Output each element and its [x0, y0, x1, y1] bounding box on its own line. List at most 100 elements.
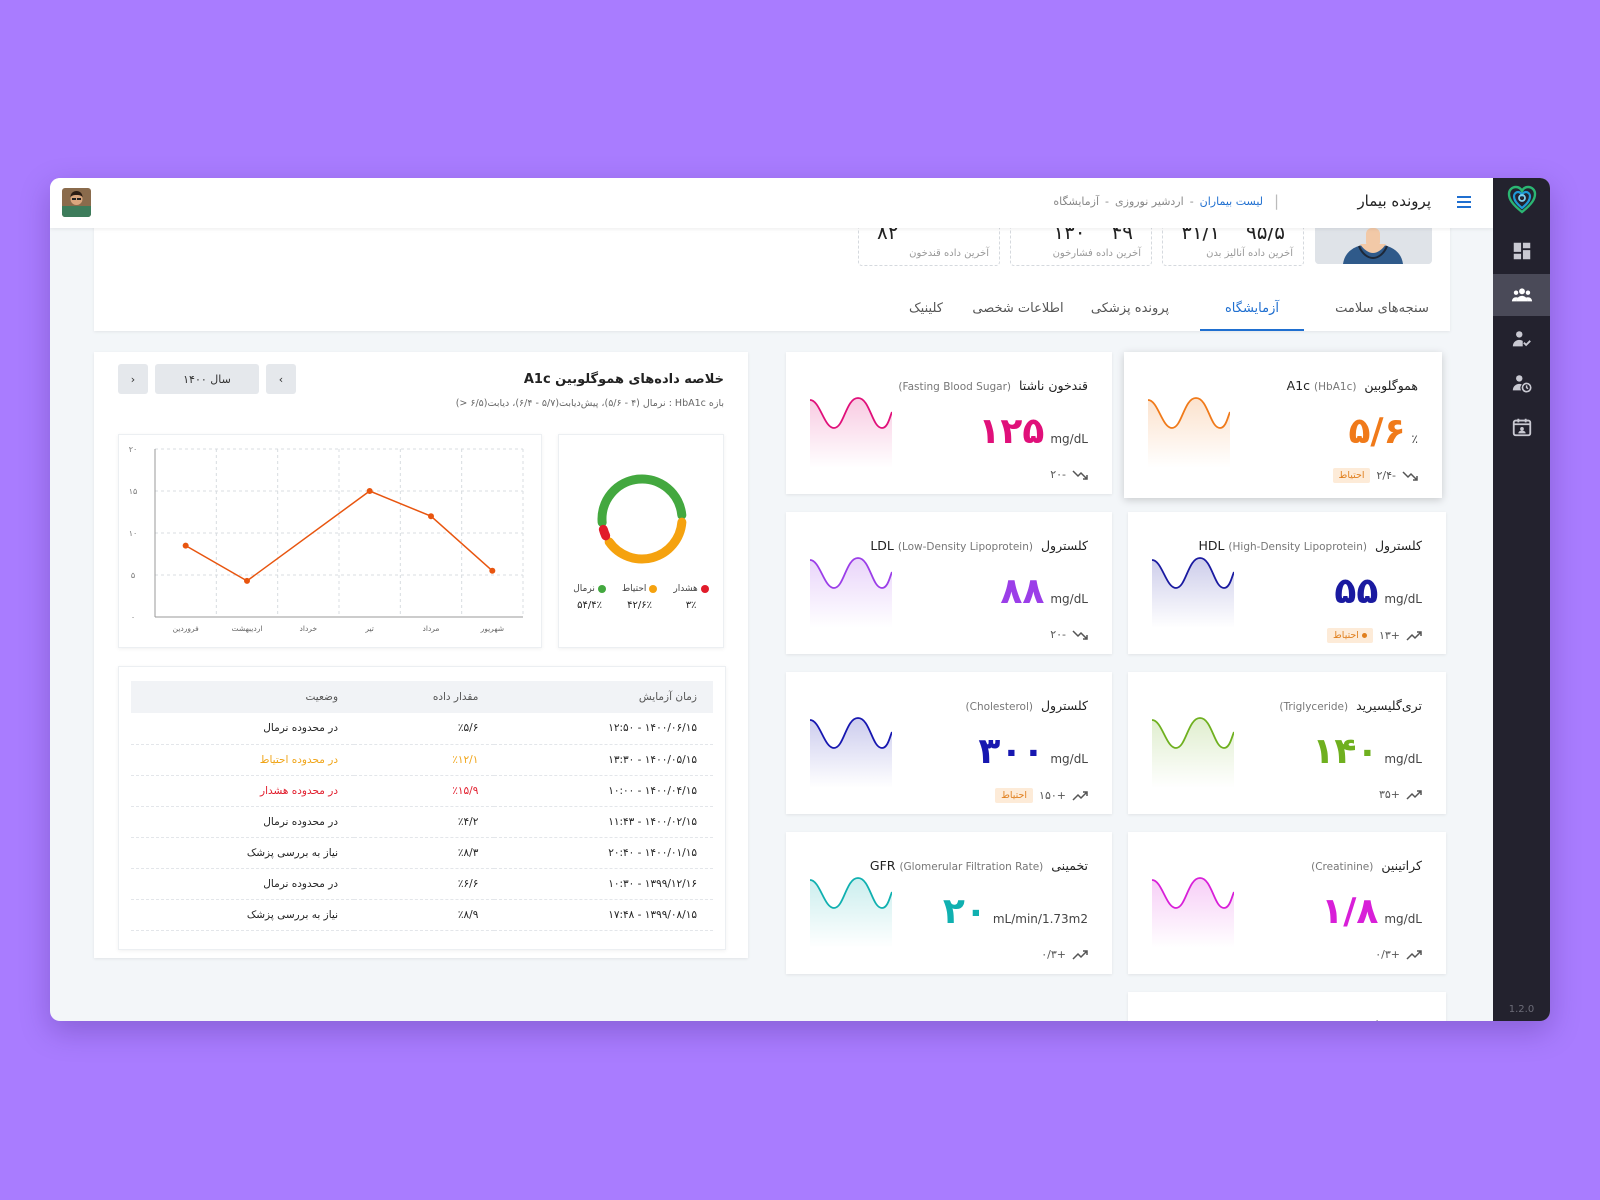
metric-trend-value: +۳۵ [1378, 788, 1400, 801]
x-tick-label: اردیبهشت [232, 624, 263, 633]
donut-legend: هشدار ۳٪ احتیاط ۴۲/۶٪ نرمال ۵۴/۴٪ [559, 584, 723, 611]
status-badge: احتیاط [995, 788, 1034, 803]
metric-unit: ٪ [1411, 432, 1418, 446]
metric-number: ۱/۸ [1321, 891, 1379, 932]
next-year-button[interactable]: › [118, 364, 148, 394]
prev-year-button[interactable]: ‹ [266, 364, 296, 394]
data-point [428, 513, 434, 520]
trend-up-icon [1406, 949, 1422, 960]
data-point [244, 577, 250, 584]
y-tick-label: ۰ [131, 613, 135, 622]
cell-status: در محدوده نرمال [131, 806, 355, 838]
sidebar-item-patients[interactable] [1493, 274, 1550, 316]
breadcrumb-section: آزمایشگاه [1053, 195, 1100, 208]
users-icon [1511, 288, 1532, 302]
tab-laboratory[interactable]: آزمایشگاه [1200, 291, 1304, 331]
app-version: 1.2.0 [1508, 1004, 1535, 1015]
metric-card[interactable]: نیتروژن اوره خون (Blood Urea Nitrogen) [1128, 992, 1446, 1021]
donut-segment-0 [597, 474, 687, 527]
breadcrumb-patients-link[interactable]: لیست بیماران [1199, 195, 1263, 208]
metric-title: هموگلوبین A1c (HbA1c) [1286, 378, 1418, 393]
metric-card[interactable]: هموگلوبین A1c (HbA1c) ٪ ۵/۶ -۲/۴ احتیاط [1124, 352, 1442, 498]
table-row[interactable]: ۱۴۰۰/۰۱/۱۵ - ۲۰:۴۰ ٪۸/۳ نیاز به بررسی پز… [131, 837, 713, 869]
metric-number: ۸۸ [1000, 571, 1045, 612]
metric-value: mg/dL ۸۸ [1000, 572, 1088, 612]
cell-value: ٪۵/۶ [354, 713, 495, 745]
y-tick-label: ۱۰ [129, 529, 138, 538]
trend-down-icon [1402, 470, 1418, 481]
metric-title: کراتینین (Creatinine) [1311, 858, 1422, 873]
year-selector: › سال ۱۴۰۰ ‹ [118, 364, 296, 394]
x-tick-label: تیر [364, 624, 374, 633]
x-tick-label: مرداد [423, 624, 440, 633]
cell-value: ٪۴/۲ [354, 806, 495, 838]
metric-trend-value: +۱۳ [1378, 629, 1400, 642]
table-row[interactable]: ۱۳۹۹/۱۲/۱۶ - ۱۰:۳۰ ٪۶/۶ در محدوده نرمال [131, 868, 713, 900]
metric-unit: mg/dL [1384, 912, 1422, 926]
metric-card[interactable]: تخمینی GFR (Glomerular Filtration Rate) m… [786, 832, 1112, 974]
breadcrumb-patient[interactable]: اردشیر نوروزی [1115, 195, 1184, 208]
cell-status: در محدوده نرمال [131, 713, 355, 745]
donut-segment-1 [604, 517, 687, 564]
tab-clinic[interactable]: کلینیک [909, 301, 943, 316]
donut-segment-2 [598, 524, 611, 541]
metric-sparkline [810, 877, 892, 948]
cell-time: ۱۴۰۰/۰۵/۱۵ - ۱۳:۳۰ [494, 744, 713, 776]
cell-status: در محدوده احتیاط [131, 744, 355, 776]
tab-personal-info[interactable]: اطلاعات شخصی [972, 301, 1064, 316]
cell-time: ۱۴۰۰/۰۶/۱۵ - ۱۲:۵۰ [494, 713, 713, 745]
x-tick-label: شهریور [480, 624, 504, 633]
metric-card[interactable]: تری‌گلیسیرید (Triglyceride) mg/dL ۱۴۰ +۳۵ [1128, 672, 1446, 814]
sidebar-item-user-clock[interactable] [1493, 362, 1550, 404]
menu-icon[interactable] [1455, 194, 1473, 210]
metric-unit: mL/min/1.73m2 [992, 912, 1088, 926]
metric-sparkline [810, 397, 892, 468]
lab-history-table: زمان آزمایش مقدار داده وضعیت ۱۴۰۰/۰۶/۱۵ … [131, 681, 713, 931]
data-point [182, 542, 189, 549]
metric-card[interactable]: کلسترول LDL (Low-Density Lipoprotein) mg/… [786, 512, 1112, 654]
legend-normal: نرمال ۵۴/۴٪ [573, 584, 606, 611]
table-row[interactable]: ۱۳۹۹/۰۸/۱۵ - ۱۷:۴۸ ٪۸/۹ نیاز به بررسی پز… [131, 899, 713, 931]
a1c-summary-title: خلاصه داده‌های هموگلوبین A1c [523, 372, 724, 387]
user-check-icon [1512, 331, 1531, 347]
sidebar-item-user-check[interactable] [1493, 318, 1550, 360]
app-logo-icon[interactable] [1506, 184, 1538, 216]
metric-trend-value: -۲۰ [1050, 468, 1066, 481]
metric-unit: mg/dL [1384, 752, 1422, 766]
metric-sparkline [1148, 397, 1230, 468]
table-row[interactable]: ۱۴۰۰/۰۲/۱۵ - ۱۱:۴۳ ٪۴/۲ در محدوده نرمال [131, 806, 713, 838]
top-bar: پرونده بیمار | لیست بیماران-اردشیر نوروز… [50, 178, 1493, 228]
patient-summary-card: ۹۵/۵ ۳۱/۱ آخرین داده آنالیز بدن ۴۹ ۱۳۰ آخر… [94, 218, 1450, 331]
metric-title: قندخون ناشتا (Fasting Blood Sugar) [898, 378, 1088, 393]
metric-card[interactable]: کلسترول HDL (High-Density Lipoprotein) mg… [1128, 512, 1446, 654]
sidebar-item-calendar[interactable] [1493, 406, 1550, 448]
cell-status: در محدوده هشدار [131, 775, 355, 807]
avatar[interactable] [62, 188, 91, 217]
table-row[interactable]: ۱۴۰۰/۰۵/۱۵ - ۱۳:۳۰ ٪۱۲/۱ در محدوده احتیا… [131, 744, 713, 776]
col-time: زمان آزمایش [494, 681, 713, 713]
sidebar-item-dashboard[interactable] [1493, 230, 1550, 272]
tab-medical-record[interactable]: پرونده پزشکی [1090, 301, 1170, 316]
metric-sparkline [810, 557, 892, 628]
table-row[interactable]: ۱۴۰۰/۰۴/۱۵ - ۱۰:۰۰ ٪۱۵/۹ در محدوده هشدار [131, 775, 713, 807]
x-tick-label: خرداد [300, 624, 318, 633]
a1c-donut-card: هشدار ۳٪ احتیاط ۴۲/۶٪ نرمال ۵۴/۴٪ [558, 434, 724, 648]
trend-up-icon [1406, 630, 1422, 641]
x-tick-label: فروردین [173, 624, 200, 633]
cell-value: ٪۱۵/۹ [354, 775, 495, 807]
metric-card[interactable]: کراتینین (Creatinine) mg/dL ۱/۸ +۰/۳ [1128, 832, 1446, 974]
tab-health-metrics[interactable]: سنجه‌های سلامت [1335, 301, 1429, 316]
metric-card[interactable]: قندخون ناشتا (Fasting Blood Sugar) mg/dL ۱… [786, 352, 1112, 494]
metric-trend: +۱۵۰ احتیاط [995, 788, 1088, 803]
metric-title: کلسترول LDL (Low-Density Lipoprotein) [870, 538, 1088, 553]
body-caption: آخرین داده آنالیز بدن [1206, 248, 1293, 259]
metric-trend: -۲/۴ احتیاط [1332, 468, 1418, 483]
a1c-range-note: بازه HbA1c : نرمال (۴ - ۵/۶)، پیش‌دیابت(… [455, 398, 724, 409]
metric-number: ۳۰۰ [978, 731, 1045, 772]
table-row[interactable]: ۱۴۰۰/۰۶/۱۵ - ۱۲:۵۰ ٪۵/۶ در محدوده نرمال [131, 713, 713, 745]
year-label[interactable]: سال ۱۴۰۰ [155, 364, 259, 394]
metric-trend-value: +۰/۳ [1041, 948, 1066, 961]
page-title: پرونده بیمار [1357, 192, 1431, 210]
metric-card[interactable]: کلسترول (Cholesterol) mg/dL ۳۰۰ +۱۵۰ احتیاط [786, 672, 1112, 814]
cell-time: ۱۴۰۰/۰۱/۱۵ - ۲۰:۴۰ [494, 837, 713, 869]
